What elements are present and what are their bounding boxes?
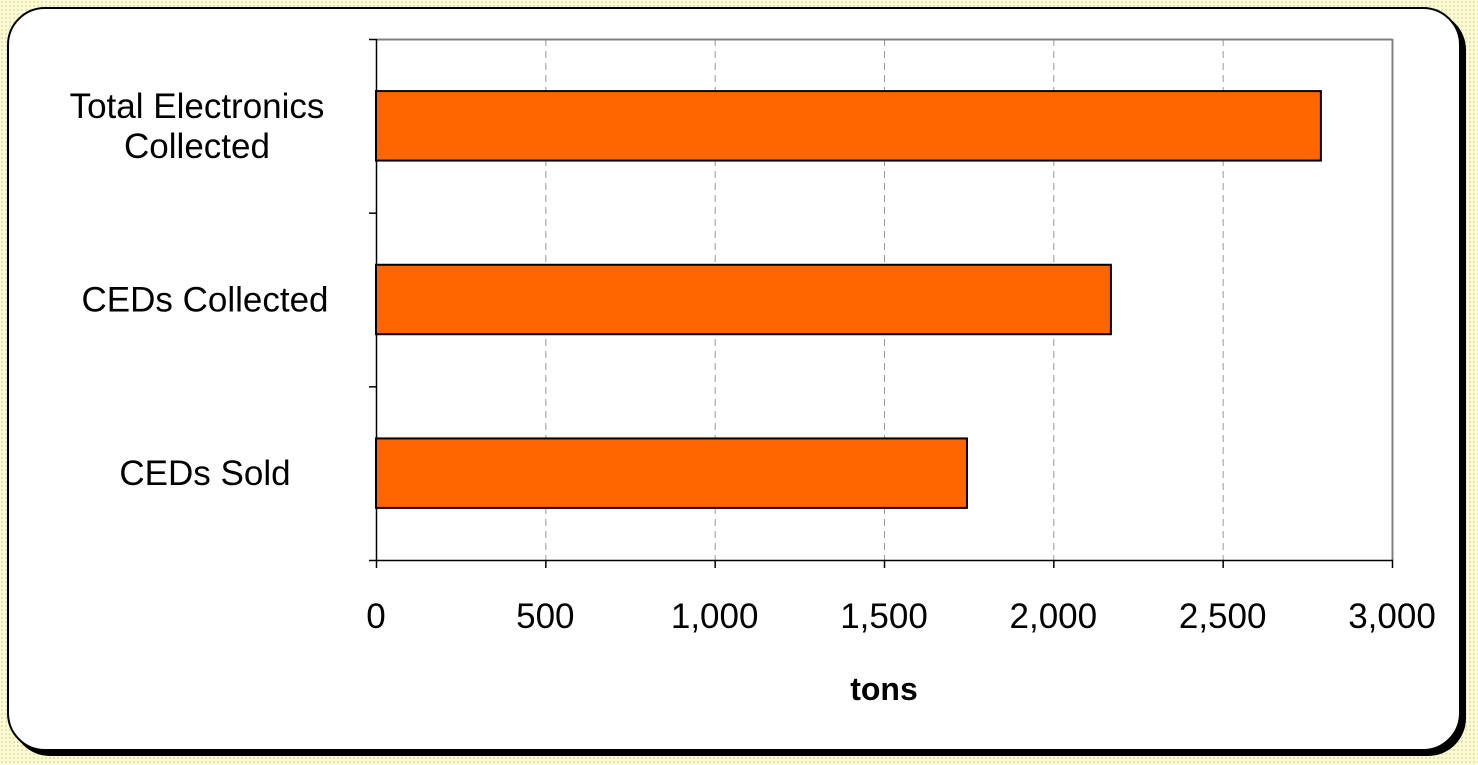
x-tick-label: 0 (366, 597, 385, 636)
x-tick-label: 3,000 (1348, 597, 1436, 636)
x-axis-title: tons (850, 671, 918, 707)
category-label: CEDs Collected (81, 281, 328, 320)
bar (375, 437, 968, 509)
bar (375, 263, 1112, 336)
x-tick-label: 1,000 (671, 597, 759, 636)
bar (375, 90, 1322, 162)
x-tick-label: 2,000 (1010, 597, 1098, 636)
x-tick-label: 2,500 (1179, 597, 1267, 636)
x-tick-labels: 0 500 1,000 1,500 2,000 2,500 3,000 (366, 597, 1436, 636)
x-tick-label: 1,500 (840, 597, 928, 636)
category-label: Collected (124, 127, 270, 166)
category-label: CEDs Sold (119, 454, 290, 493)
bars (375, 90, 1322, 509)
category-label: Total Electronics (70, 87, 325, 126)
x-tick-label: 500 (516, 597, 574, 636)
